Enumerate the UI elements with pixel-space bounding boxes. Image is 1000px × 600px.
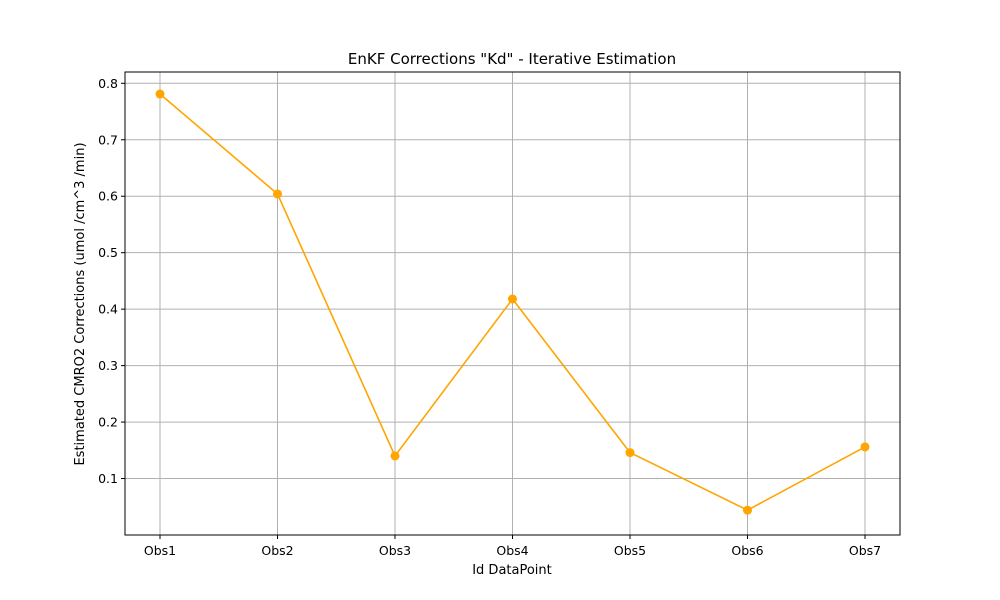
y-axis-label: Estimated CMRO2 Corrections (umol /cm^3 … xyxy=(73,142,88,465)
data-point xyxy=(390,451,400,461)
x-tick-label: Obs3 xyxy=(379,543,411,558)
data-point xyxy=(273,189,282,199)
chart-title: EnKF Corrections "Kd" - Iterative Estima… xyxy=(348,50,676,68)
x-tick-label: Obs4 xyxy=(496,543,528,558)
data-point xyxy=(155,89,165,99)
x-tick-label: Obs2 xyxy=(261,543,293,558)
data-point xyxy=(625,448,635,458)
data-point xyxy=(508,294,517,304)
y-tick-label: 0.1 xyxy=(98,471,118,486)
y-tick-label: 0.2 xyxy=(98,415,118,430)
y-tick-label: 0.6 xyxy=(98,189,118,204)
y-tick-label: 0.8 xyxy=(98,76,118,91)
x-axis-label: Id DataPoint xyxy=(472,563,552,578)
data-point xyxy=(743,505,752,515)
y-axis: 0.1 0.2 0.3 0.4 0.5 0.6 0.7 0.8 xyxy=(98,76,125,486)
x-axis: Obs1 Obs2 Obs3 Obs4 Obs5 Obs6 Obs7 xyxy=(144,535,881,558)
grid-layer xyxy=(125,72,900,535)
x-tick-label: Obs7 xyxy=(849,543,881,558)
series-layer xyxy=(155,89,870,515)
data-point xyxy=(860,442,870,452)
y-tick-label: 0.7 xyxy=(98,132,118,147)
x-tick-label: Obs1 xyxy=(144,543,176,558)
y-tick-label: 0.3 xyxy=(98,358,118,373)
x-tick-label: Obs6 xyxy=(731,543,763,558)
y-tick-label: 0.4 xyxy=(98,302,118,317)
x-tick-label: Obs5 xyxy=(614,543,646,558)
y-tick-label: 0.5 xyxy=(98,245,118,260)
